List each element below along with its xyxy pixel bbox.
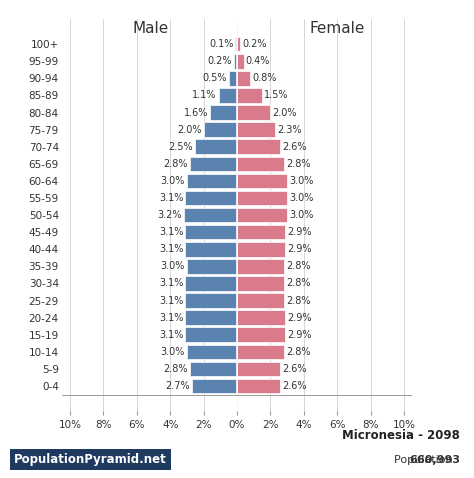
Bar (237, 362, 281, 376)
Bar (185, 225, 237, 239)
Bar (237, 54, 244, 68)
Bar (237, 379, 281, 393)
Text: 2.9%: 2.9% (287, 244, 312, 254)
Text: Population:: Population: (394, 455, 460, 465)
Bar (237, 259, 284, 273)
Text: 3.1%: 3.1% (159, 330, 183, 340)
Bar (237, 225, 285, 239)
Bar (237, 276, 284, 291)
Text: 0.1%: 0.1% (209, 39, 233, 49)
Bar (237, 208, 287, 222)
Text: 0.2%: 0.2% (242, 39, 267, 49)
Bar (185, 242, 237, 257)
Text: 3.0%: 3.0% (289, 210, 313, 220)
Text: 3.1%: 3.1% (159, 193, 183, 203)
Bar (204, 122, 237, 137)
Bar (237, 327, 285, 342)
Bar (237, 242, 285, 257)
Text: 1.5%: 1.5% (264, 90, 289, 100)
Text: 3.0%: 3.0% (161, 261, 185, 272)
Text: 2.0%: 2.0% (273, 108, 297, 118)
Bar (237, 157, 284, 171)
Text: 2.8%: 2.8% (286, 279, 310, 288)
Text: 2.8%: 2.8% (286, 159, 310, 169)
Text: 660,993: 660,993 (409, 455, 460, 465)
Text: 3.1%: 3.1% (159, 313, 183, 323)
Bar (237, 293, 284, 308)
Text: 2.9%: 2.9% (287, 330, 312, 340)
Text: 2.8%: 2.8% (164, 364, 188, 374)
Bar (237, 88, 262, 103)
Text: 2.0%: 2.0% (177, 125, 201, 135)
Text: 3.1%: 3.1% (159, 244, 183, 254)
Text: 0.8%: 0.8% (252, 74, 277, 83)
Text: 3.1%: 3.1% (159, 295, 183, 305)
Bar (187, 174, 237, 188)
Bar (210, 105, 237, 120)
Text: 3.0%: 3.0% (161, 347, 185, 357)
Text: PopulationPyramid.net: PopulationPyramid.net (14, 453, 167, 466)
Text: 2.6%: 2.6% (283, 142, 307, 152)
Bar (228, 71, 237, 86)
Text: 2.8%: 2.8% (286, 261, 310, 272)
Text: 3.0%: 3.0% (289, 176, 313, 186)
Text: 2.9%: 2.9% (287, 313, 312, 323)
Bar (187, 345, 237, 359)
Text: Micronesia - 2098: Micronesia - 2098 (342, 429, 460, 442)
Bar (237, 37, 240, 52)
Text: 2.3%: 2.3% (277, 125, 302, 135)
Text: 2.7%: 2.7% (165, 381, 190, 391)
Bar (235, 37, 237, 52)
Bar (237, 140, 281, 154)
Text: 2.8%: 2.8% (164, 159, 188, 169)
Bar (190, 157, 237, 171)
Bar (237, 345, 284, 359)
Bar (185, 191, 237, 205)
Bar (234, 54, 237, 68)
Bar (185, 310, 237, 325)
Bar (237, 310, 285, 325)
Bar (185, 276, 237, 291)
Text: 3.0%: 3.0% (161, 176, 185, 186)
Text: 3.2%: 3.2% (157, 210, 182, 220)
Bar (192, 379, 237, 393)
Text: 2.9%: 2.9% (287, 227, 312, 237)
Bar (190, 362, 237, 376)
Text: Female: Female (310, 21, 365, 36)
Text: 2.6%: 2.6% (283, 381, 307, 391)
Text: 0.2%: 0.2% (207, 56, 232, 66)
Bar (237, 191, 287, 205)
Bar (237, 174, 287, 188)
Bar (237, 71, 250, 86)
Text: 2.8%: 2.8% (286, 295, 310, 305)
Text: 3.1%: 3.1% (159, 279, 183, 288)
Text: 2.6%: 2.6% (283, 364, 307, 374)
Bar (237, 105, 270, 120)
Text: 2.5%: 2.5% (169, 142, 193, 152)
Text: 1.1%: 1.1% (192, 90, 217, 100)
Bar (195, 140, 237, 154)
Text: 3.0%: 3.0% (289, 193, 313, 203)
Bar (183, 208, 237, 222)
Bar (187, 259, 237, 273)
Text: 1.6%: 1.6% (184, 108, 208, 118)
Text: Male: Male (132, 21, 168, 36)
Bar (219, 88, 237, 103)
Bar (185, 327, 237, 342)
Bar (237, 122, 275, 137)
Text: 3.1%: 3.1% (159, 227, 183, 237)
Text: 2.8%: 2.8% (286, 347, 310, 357)
Text: 0.5%: 0.5% (202, 74, 227, 83)
Bar (185, 293, 237, 308)
Text: 0.4%: 0.4% (246, 56, 270, 66)
